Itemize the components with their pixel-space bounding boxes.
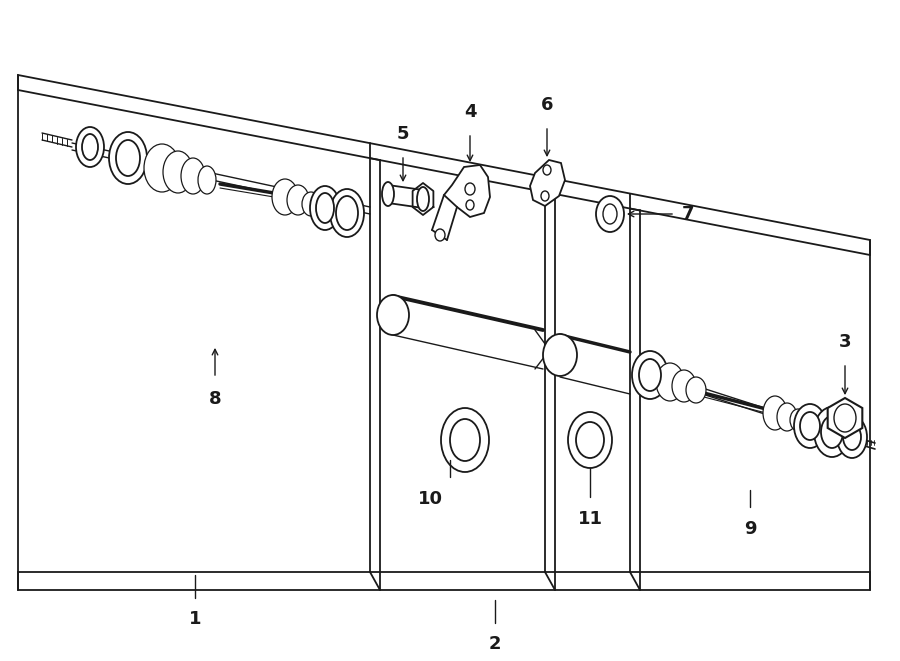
Ellipse shape xyxy=(76,127,104,167)
Ellipse shape xyxy=(144,144,180,192)
Ellipse shape xyxy=(543,334,577,376)
Ellipse shape xyxy=(336,196,358,230)
Ellipse shape xyxy=(287,185,309,215)
Text: 7: 7 xyxy=(682,205,695,223)
Text: 8: 8 xyxy=(209,390,221,408)
Ellipse shape xyxy=(763,396,787,430)
Ellipse shape xyxy=(639,359,661,391)
Ellipse shape xyxy=(656,363,684,401)
Text: 6: 6 xyxy=(541,96,554,114)
Text: 9: 9 xyxy=(743,520,756,538)
Ellipse shape xyxy=(541,191,549,201)
Ellipse shape xyxy=(603,204,617,224)
Ellipse shape xyxy=(377,295,409,335)
Polygon shape xyxy=(444,165,490,217)
Ellipse shape xyxy=(272,179,298,215)
Ellipse shape xyxy=(435,229,445,241)
Ellipse shape xyxy=(441,408,489,472)
Ellipse shape xyxy=(568,412,612,468)
Ellipse shape xyxy=(82,134,98,160)
Polygon shape xyxy=(18,75,870,590)
Ellipse shape xyxy=(686,377,706,403)
Ellipse shape xyxy=(316,193,334,223)
Text: 1: 1 xyxy=(189,610,202,628)
Ellipse shape xyxy=(302,192,320,216)
Ellipse shape xyxy=(843,424,861,450)
Text: 3: 3 xyxy=(839,333,851,351)
Ellipse shape xyxy=(790,409,806,431)
Ellipse shape xyxy=(310,186,340,230)
Text: 5: 5 xyxy=(397,125,410,143)
Ellipse shape xyxy=(814,407,850,457)
Ellipse shape xyxy=(163,151,193,193)
Ellipse shape xyxy=(672,370,696,402)
Ellipse shape xyxy=(837,416,867,458)
Ellipse shape xyxy=(800,412,820,440)
Ellipse shape xyxy=(777,403,797,431)
Ellipse shape xyxy=(794,404,826,448)
Ellipse shape xyxy=(417,187,429,211)
Ellipse shape xyxy=(116,140,140,176)
Ellipse shape xyxy=(181,158,205,194)
Text: 2: 2 xyxy=(489,635,501,653)
Ellipse shape xyxy=(821,416,843,448)
Polygon shape xyxy=(530,160,565,206)
Ellipse shape xyxy=(382,182,394,206)
Ellipse shape xyxy=(576,422,604,458)
Text: 11: 11 xyxy=(578,510,602,528)
Text: 10: 10 xyxy=(418,490,443,508)
Ellipse shape xyxy=(466,200,474,210)
Ellipse shape xyxy=(198,166,216,194)
Ellipse shape xyxy=(109,132,147,184)
Ellipse shape xyxy=(465,183,475,195)
Ellipse shape xyxy=(450,419,480,461)
Ellipse shape xyxy=(596,196,624,232)
Polygon shape xyxy=(828,398,862,438)
Text: 4: 4 xyxy=(464,103,476,121)
Ellipse shape xyxy=(834,404,856,432)
Ellipse shape xyxy=(543,165,551,175)
Ellipse shape xyxy=(330,189,364,237)
Ellipse shape xyxy=(632,351,668,399)
